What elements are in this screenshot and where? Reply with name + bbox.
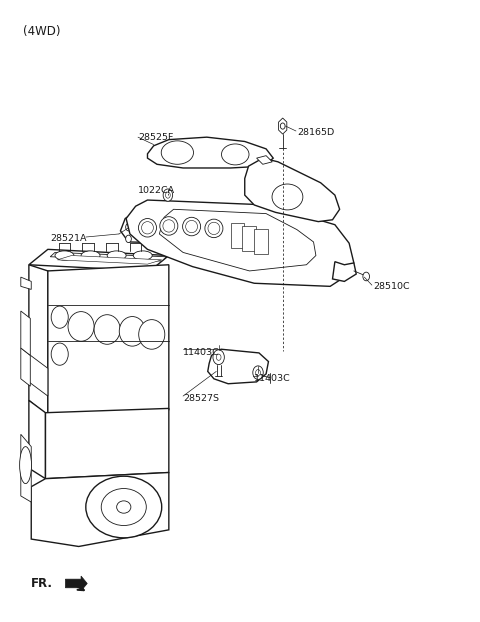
- Circle shape: [51, 343, 68, 365]
- Polygon shape: [159, 209, 316, 271]
- Ellipse shape: [205, 219, 223, 238]
- Polygon shape: [21, 277, 31, 289]
- Ellipse shape: [81, 251, 100, 260]
- Ellipse shape: [185, 222, 205, 238]
- Ellipse shape: [142, 221, 154, 234]
- Ellipse shape: [132, 221, 151, 237]
- Ellipse shape: [133, 251, 152, 260]
- Polygon shape: [65, 576, 87, 591]
- Polygon shape: [29, 265, 48, 415]
- FancyBboxPatch shape: [242, 226, 256, 251]
- Polygon shape: [48, 265, 169, 415]
- Circle shape: [280, 123, 285, 129]
- Polygon shape: [21, 311, 30, 355]
- Ellipse shape: [94, 315, 120, 345]
- Circle shape: [242, 224, 248, 231]
- Text: 11403C: 11403C: [254, 374, 291, 383]
- Text: 28525F: 28525F: [138, 132, 173, 142]
- Ellipse shape: [119, 317, 145, 346]
- Circle shape: [242, 234, 248, 242]
- Ellipse shape: [117, 501, 131, 513]
- Polygon shape: [29, 249, 169, 271]
- Polygon shape: [21, 434, 31, 502]
- Circle shape: [51, 306, 68, 328]
- Circle shape: [363, 272, 370, 281]
- Ellipse shape: [221, 144, 249, 165]
- FancyBboxPatch shape: [230, 223, 244, 248]
- Ellipse shape: [86, 476, 162, 538]
- Polygon shape: [120, 212, 254, 244]
- Polygon shape: [257, 156, 272, 164]
- Polygon shape: [29, 401, 46, 479]
- Polygon shape: [278, 118, 287, 134]
- Circle shape: [166, 192, 170, 198]
- Ellipse shape: [211, 223, 231, 239]
- FancyBboxPatch shape: [254, 229, 267, 254]
- Polygon shape: [126, 200, 354, 286]
- Polygon shape: [21, 348, 30, 386]
- Text: (4WD): (4WD): [23, 25, 60, 38]
- Text: 11403C: 11403C: [183, 348, 220, 358]
- Polygon shape: [147, 137, 273, 168]
- Text: 28165D: 28165D: [297, 128, 334, 137]
- Polygon shape: [46, 409, 169, 479]
- Text: 28527S: 28527S: [183, 394, 219, 403]
- Circle shape: [126, 223, 132, 231]
- Text: FR.: FR.: [31, 577, 53, 590]
- Circle shape: [253, 366, 263, 379]
- Ellipse shape: [163, 220, 175, 232]
- Polygon shape: [245, 158, 340, 221]
- Polygon shape: [31, 473, 169, 547]
- Circle shape: [213, 350, 224, 364]
- Circle shape: [163, 189, 173, 202]
- Ellipse shape: [272, 184, 303, 210]
- Ellipse shape: [107, 251, 126, 260]
- Ellipse shape: [138, 218, 156, 237]
- Text: 1022CA: 1022CA: [138, 187, 175, 195]
- Ellipse shape: [68, 312, 94, 341]
- Ellipse shape: [159, 221, 179, 237]
- Ellipse shape: [208, 222, 220, 234]
- Ellipse shape: [160, 216, 178, 235]
- Polygon shape: [29, 354, 48, 396]
- Ellipse shape: [20, 447, 32, 483]
- Polygon shape: [333, 262, 356, 281]
- Ellipse shape: [186, 220, 198, 233]
- Circle shape: [256, 369, 261, 376]
- Circle shape: [216, 354, 221, 360]
- Ellipse shape: [101, 488, 146, 526]
- Polygon shape: [50, 253, 167, 261]
- Polygon shape: [208, 349, 268, 384]
- Text: 28521A: 28521A: [50, 234, 87, 243]
- Ellipse shape: [139, 320, 165, 349]
- Ellipse shape: [55, 251, 74, 260]
- Ellipse shape: [161, 141, 193, 164]
- Text: 28510C: 28510C: [373, 282, 409, 291]
- Ellipse shape: [182, 217, 201, 236]
- Polygon shape: [57, 256, 162, 264]
- Circle shape: [126, 235, 132, 243]
